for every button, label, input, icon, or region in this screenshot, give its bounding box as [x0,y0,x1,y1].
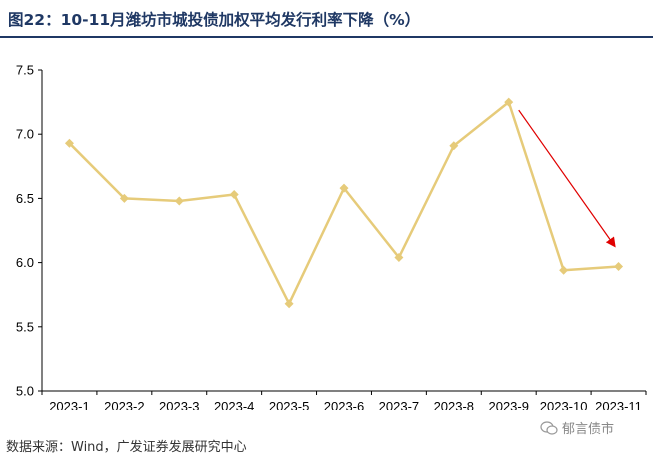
y-tick-label: 7.5 [16,63,34,78]
y-tick-label: 7.0 [16,127,34,142]
x-tick-label: 2023-1 [49,399,89,410]
x-tick-label: 2023-8 [434,399,474,410]
watermark-text: 郁言债市 [562,422,615,437]
chat-bubble-icon [540,420,558,435]
x-tick-label: 2023-10 [540,399,588,410]
title-divider [0,36,653,38]
watermark: 郁言债市 [540,418,614,437]
data-point [284,299,294,309]
y-tick-label: 5.5 [16,319,34,334]
data-point [119,193,129,203]
x-tick-label: 2023-9 [488,399,528,410]
data-point [559,265,569,275]
data-point [394,252,404,262]
y-tick-label: 5.0 [16,384,34,399]
data-point [504,97,514,107]
trend-arrow [518,109,616,248]
data-point [614,261,624,271]
x-tick-label: 2023-5 [269,399,309,410]
x-tick-label: 2023-2 [104,399,144,410]
line-chart: 5.0 5.5 6.0 6.5 7.0 7.5 2023-1 2023-2 2023-3 2023… [16,63,647,410]
data-source: 数据来源：Wind，广发证券发展研究中心 [6,440,247,455]
y-tick-label: 6.5 [16,191,34,206]
data-point [174,196,184,206]
x-tick-label: 2023-11 [595,399,642,410]
x-tick-label: 2023-6 [324,399,364,410]
data-point [64,138,74,148]
x-tick-label: 2023-4 [214,399,254,410]
y-tick-label: 6.0 [16,255,34,270]
x-tick-label: 2023-3 [159,399,199,410]
chart-title: 图22：10-11月潍坊市城投债加权平均发行利率下降（%） [8,11,421,29]
x-tick-label: 2023-7 [379,399,419,410]
data-point [449,141,459,151]
series-line [68,100,619,305]
data-point [339,183,349,193]
data-point [229,190,239,200]
